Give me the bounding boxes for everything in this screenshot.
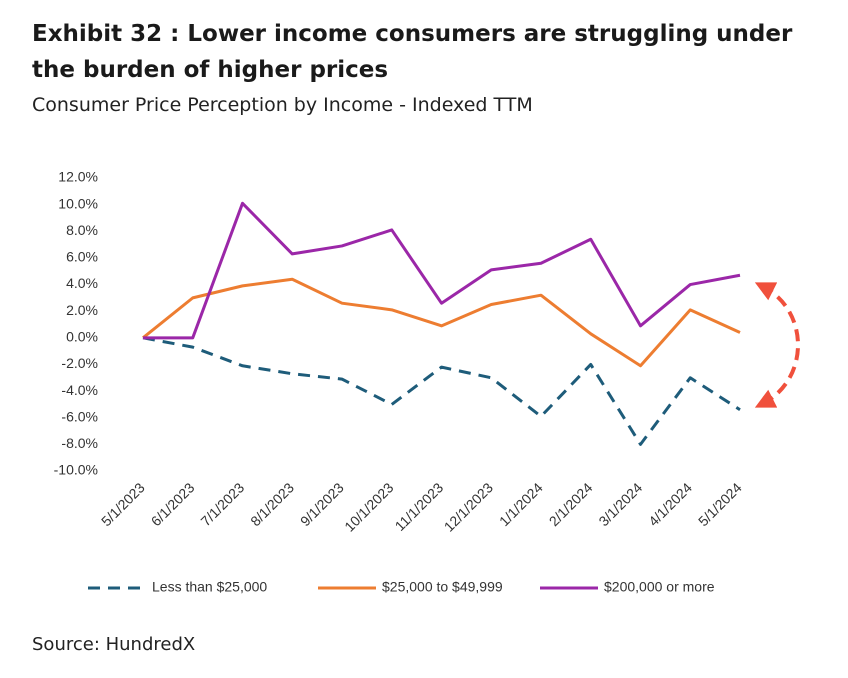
series-line [142,336,741,446]
x-tick-label: 8/1/2023 [247,479,297,529]
chart-subtitle: Consumer Price Perception by Income - In… [32,94,533,116]
y-tick-label: 4.0% [66,275,98,291]
annotation-arrow [754,282,800,408]
source-note: Source: HundredX [32,634,196,655]
series-line [143,201,741,340]
x-tick-label: 2/1/2024 [546,479,596,529]
legend-label: Less than $25,000 [152,579,267,595]
x-tick-label: 11/1/2023 [392,479,447,534]
legend-label: $25,000 to $49,999 [382,579,503,595]
y-tick-label: -8.0% [61,435,98,451]
y-tick-label: -2.0% [61,355,98,371]
series-line [142,277,741,368]
x-tick-label: 6/1/2023 [148,479,198,529]
x-tick-label: 12/1/2023 [441,479,497,535]
y-tick-label: -6.0% [61,408,98,424]
chart: 12.0% 10.0% 8.0% 6.0% 4.0% 2.0% 0.0% -2.0% -4.0%… [54,169,800,595]
x-tick-label: 4/1/2024 [645,479,695,529]
x-tick-label: 7/1/2023 [197,479,247,529]
y-tick-label: -10.0% [54,462,98,478]
y-tick-label: 6.0% [66,249,98,265]
x-tick-label: 5/1/2023 [98,479,148,529]
legend-label: $200,000 or more [604,579,715,595]
y-tick-label: -4.0% [61,382,98,398]
x-tick-label: 5/1/2024 [695,479,745,529]
x-tick-label: 3/1/2024 [595,479,645,529]
x-tick-label: 9/1/2023 [297,479,347,529]
x-tick-label: 1/1/2024 [496,479,546,529]
y-tick-label: 10.0% [58,195,98,211]
y-tick-label: 12.0% [58,169,98,185]
y-tick-label: 0.0% [66,329,98,345]
y-tick-label: 8.0% [66,222,98,238]
chart-title: Exhibit 32 : Lower income consumers are … [32,21,793,83]
x-tick-label: 10/1/2023 [341,479,397,535]
y-tick-label: 2.0% [66,302,98,318]
